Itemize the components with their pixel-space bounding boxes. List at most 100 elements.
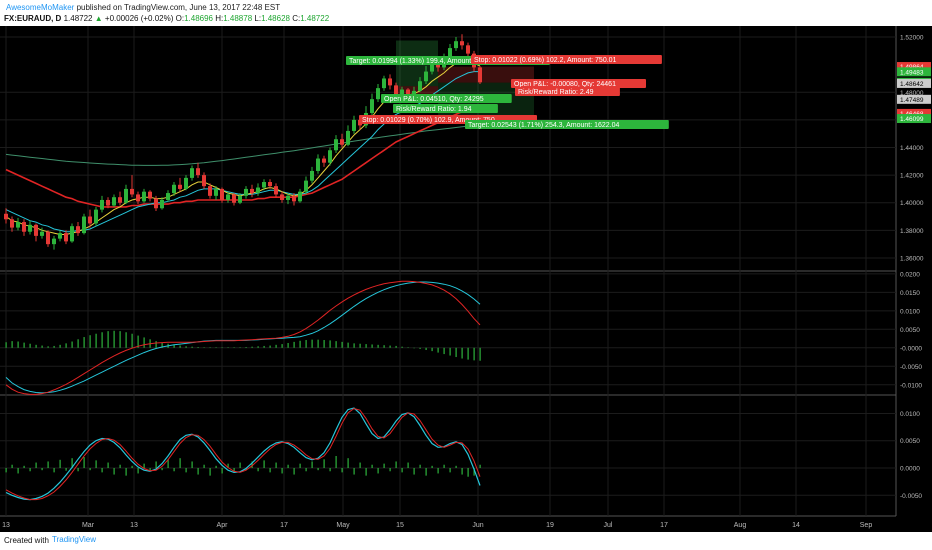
candle[interactable] (88, 209, 92, 228)
candle[interactable] (190, 165, 194, 181)
time-tick-label: Aug (734, 522, 747, 529)
candle[interactable] (34, 223, 38, 242)
publish-line: AwesomeMoMaker published on TradingView.… (6, 3, 280, 12)
candle[interactable] (10, 216, 14, 232)
candle[interactable] (268, 179, 272, 189)
candle[interactable] (16, 217, 20, 231)
candle[interactable] (424, 66, 428, 84)
candle[interactable] (106, 197, 110, 209)
candle[interactable] (82, 213, 86, 235)
candle[interactable] (310, 166, 314, 184)
candle[interactable] (154, 195, 158, 212)
annotation-box[interactable] (381, 94, 512, 103)
candle[interactable] (238, 193, 242, 205)
candle[interactable] (244, 186, 248, 199)
candle[interactable] (388, 74, 392, 90)
candle[interactable] (262, 179, 266, 191)
candle-body (184, 177, 188, 189)
candle[interactable] (40, 227, 44, 239)
candle[interactable] (196, 162, 200, 178)
candle[interactable] (328, 147, 332, 166)
candle[interactable] (322, 155, 326, 167)
candle-body (22, 222, 26, 232)
candle[interactable] (274, 183, 278, 198)
annotation-box[interactable] (511, 79, 646, 88)
annotation-box[interactable] (471, 55, 662, 64)
candle[interactable] (220, 187, 224, 203)
candle[interactable] (466, 42, 470, 58)
annotation-box[interactable] (393, 104, 498, 113)
candle-body (424, 71, 428, 82)
candle[interactable] (304, 176, 308, 195)
candle[interactable] (112, 194, 116, 207)
oscillator-bar (155, 461, 157, 468)
oscillator-bar (407, 462, 409, 468)
candle-body (256, 187, 260, 194)
candle[interactable] (124, 184, 128, 205)
candle[interactable] (334, 135, 338, 154)
candle[interactable] (382, 75, 386, 91)
value-tick-label: -0.0050 (900, 364, 922, 371)
candle[interactable] (58, 230, 62, 242)
candle[interactable] (352, 115, 356, 134)
candle[interactable] (94, 206, 98, 227)
candle-body (190, 168, 194, 178)
candle[interactable] (316, 154, 320, 174)
candle[interactable] (28, 220, 32, 235)
author-link[interactable]: AwesomeMoMaker (6, 3, 75, 12)
candle[interactable] (478, 66, 482, 84)
candle-body (268, 182, 272, 187)
chart-canvas[interactable]: 13 Mar 13 Apr 17 May 15 Jun 19 Jul 17 Aug 14 Sep 1.520… (0, 26, 932, 532)
candle[interactable] (136, 191, 140, 205)
open-label: O: (175, 14, 185, 23)
candle[interactable] (52, 235, 56, 250)
candle[interactable] (4, 208, 8, 224)
candle[interactable] (130, 175, 134, 198)
annotation-box[interactable] (515, 87, 620, 96)
candle[interactable] (226, 191, 230, 203)
candle[interactable] (70, 223, 74, 243)
candle[interactable] (184, 175, 188, 191)
tradingview-logo[interactable]: TradingView (52, 535, 97, 544)
oscillator-fast-line (5, 407, 481, 501)
candle[interactable] (286, 193, 290, 205)
candle[interactable] (64, 230, 68, 245)
candle[interactable] (142, 188, 146, 203)
candle[interactable] (202, 172, 206, 189)
histogram-bar (401, 346, 403, 348)
candle[interactable] (148, 190, 152, 202)
candle[interactable] (118, 191, 122, 206)
candle[interactable] (418, 77, 422, 93)
candle[interactable] (346, 125, 350, 147)
candle[interactable] (340, 133, 344, 148)
candle[interactable] (232, 193, 236, 206)
candle[interactable] (250, 184, 254, 198)
oscillator-bar (461, 468, 463, 475)
candle[interactable] (280, 191, 284, 203)
candle[interactable] (160, 197, 164, 210)
candle[interactable] (100, 195, 104, 213)
price-tag (897, 67, 931, 77)
annotation-box[interactable] (465, 120, 669, 129)
histogram-bar (53, 345, 55, 348)
candle[interactable] (22, 219, 26, 236)
candle[interactable] (208, 183, 212, 199)
candle[interactable] (214, 186, 218, 200)
candle[interactable] (166, 190, 170, 202)
candle[interactable] (178, 177, 182, 192)
candle[interactable] (76, 222, 80, 236)
candle[interactable] (370, 93, 374, 116)
candle[interactable] (46, 230, 50, 247)
value-tick-label: -0.0000 (900, 345, 922, 352)
candle-body (76, 226, 80, 234)
candle[interactable] (172, 182, 176, 196)
candle[interactable] (256, 183, 260, 196)
candle[interactable] (454, 37, 458, 51)
short-stop-zone[interactable] (438, 66, 534, 83)
candle[interactable] (460, 34, 464, 50)
candle[interactable] (376, 83, 380, 102)
oscillator-bar (119, 464, 121, 468)
candle[interactable] (298, 188, 302, 203)
candle-body (418, 81, 422, 91)
candle[interactable] (292, 193, 296, 206)
